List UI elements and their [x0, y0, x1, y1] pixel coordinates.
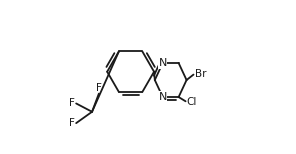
Text: F: F	[69, 118, 75, 128]
Text: Cl: Cl	[187, 97, 197, 107]
Text: Br: Br	[194, 69, 206, 79]
Text: N: N	[159, 92, 167, 102]
Text: N: N	[159, 58, 167, 68]
Text: F: F	[69, 98, 75, 108]
Text: F: F	[96, 83, 102, 93]
